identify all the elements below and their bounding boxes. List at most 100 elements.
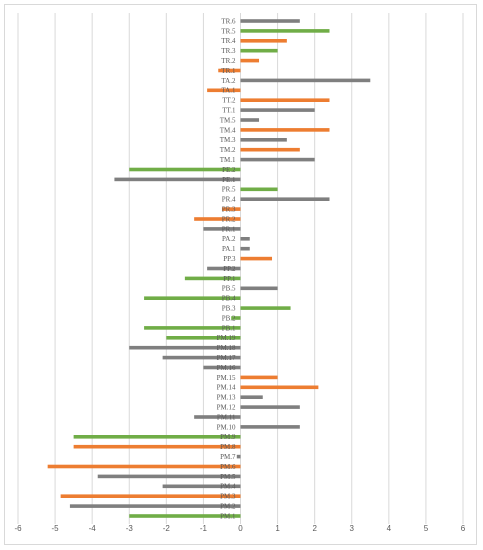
x-tick-label: 1	[275, 524, 280, 533]
bar-pb-1	[144, 326, 241, 330]
bar-pb-5	[240, 286, 278, 291]
category-label: TR.5	[221, 27, 236, 35]
x-tick-label: 5	[424, 524, 429, 533]
category-label: PP.2	[223, 265, 236, 273]
category-label: PP.1	[223, 275, 236, 283]
bar-pm-8	[73, 444, 241, 449]
category-label: PE.1	[222, 176, 236, 184]
category-label: PM.3	[220, 493, 236, 501]
category-label: PM.17	[217, 354, 236, 362]
bar-pm-6	[47, 464, 241, 469]
category-label: TR.2	[221, 57, 236, 65]
category-label: PM.1	[220, 512, 236, 520]
category-label: TM.2	[220, 146, 236, 154]
x-tick-label: 0	[238, 524, 243, 533]
bar-pm-19	[166, 336, 241, 340]
category-label: TR.1	[221, 67, 236, 75]
bar-pe-1	[114, 177, 241, 182]
category-label: TT.1	[222, 107, 236, 115]
bar-ta-1	[207, 88, 241, 93]
category-label: PM.2	[220, 503, 236, 511]
category-label: PR.5	[222, 186, 236, 194]
bar-pr-2	[194, 217, 241, 221]
x-axis-ticks: -6 -5 -4 -3 -2 -1 0 1 2 3 4 5 6	[14, 524, 465, 533]
bar-pm-17	[162, 355, 241, 360]
category-label: PM.12	[217, 404, 236, 412]
category-label: TA.2	[221, 77, 236, 85]
bar-pm-2	[69, 504, 241, 508]
bar-tr-1	[218, 68, 241, 73]
bar-pb-2	[231, 316, 241, 320]
bar-pm-1	[129, 514, 241, 518]
bar-pm-9	[73, 435, 241, 439]
bar-pm-3	[60, 494, 241, 498]
category-label: PM.13	[217, 394, 236, 402]
category-label: PM.4	[220, 483, 236, 491]
bar-tr-3	[240, 48, 278, 53]
x-tick-label: -4	[89, 524, 97, 533]
x-tick-label: -3	[126, 524, 134, 533]
x-tick-label: 2	[312, 524, 317, 533]
bar-tm-3	[240, 138, 287, 142]
bar-tm-1	[240, 157, 315, 162]
category-label: TR.3	[221, 47, 236, 55]
bar-tm-2	[240, 147, 300, 152]
category-label: PR.3	[222, 206, 236, 214]
category-label: PR.2	[222, 215, 236, 223]
category-label: PM.9	[220, 433, 236, 441]
category-label: PM.5	[220, 473, 236, 481]
x-tick-label: 4	[387, 524, 392, 533]
bar-pe-2	[129, 167, 241, 172]
category-label: PM.18	[217, 344, 236, 352]
bar-pp-1	[184, 276, 241, 281]
bar-pr-4	[240, 197, 330, 201]
bar-pa-1	[240, 246, 250, 251]
bar-pm-10	[240, 425, 300, 429]
bar-pb-3	[240, 306, 291, 310]
bar-pp-3	[240, 256, 273, 261]
bar-pm-14	[240, 385, 319, 390]
category-label: PM.10	[217, 423, 236, 431]
bar-pm-18	[129, 345, 241, 350]
category-label: PM.16	[217, 364, 236, 372]
bars	[47, 19, 371, 518]
bar-pp-2	[207, 266, 241, 271]
category-label: PM.6	[220, 463, 236, 471]
bar-pm-12	[240, 405, 300, 409]
x-tick-label: 3	[350, 524, 355, 533]
bar-pr-5	[240, 187, 278, 192]
bar-tt-2	[240, 98, 330, 102]
category-label: PM.19	[217, 334, 236, 342]
category-label: PB.3	[222, 305, 236, 313]
bar-pb-4	[144, 296, 241, 300]
bar-pm-16	[203, 365, 241, 370]
bar-pm-4	[162, 484, 241, 489]
bar-ta-2	[240, 78, 371, 83]
category-label: PB.2	[222, 314, 236, 322]
category-label: TA.1	[221, 87, 236, 95]
x-tick-label: -6	[14, 524, 22, 533]
x-tick-label: 6	[461, 524, 466, 533]
category-label: PA.2	[222, 235, 236, 243]
bar-pa-2	[240, 237, 250, 241]
bar-pm-11	[194, 415, 241, 419]
x-tick-label: -1	[200, 524, 208, 533]
bar-tr-5	[240, 29, 330, 33]
category-label: TR.6	[221, 17, 236, 25]
category-label: TM.3	[220, 136, 236, 144]
category-label: TT.2	[222, 97, 236, 105]
category-label: PB.4	[222, 295, 236, 303]
category-label: TM.1	[220, 156, 236, 164]
category-label: PB.1	[222, 324, 236, 332]
bar-pm-15	[240, 375, 278, 380]
category-label: PM.15	[217, 374, 236, 382]
category-label: TM.4	[220, 126, 236, 134]
gridlines	[17, 13, 464, 524]
category-label: TR.4	[221, 37, 236, 45]
category-label: PE.2	[222, 166, 236, 174]
bar-pm-5	[97, 474, 241, 479]
category-label: PA.1	[222, 245, 236, 253]
bar-tm-5	[240, 118, 260, 122]
bar-tr-6	[240, 19, 300, 23]
